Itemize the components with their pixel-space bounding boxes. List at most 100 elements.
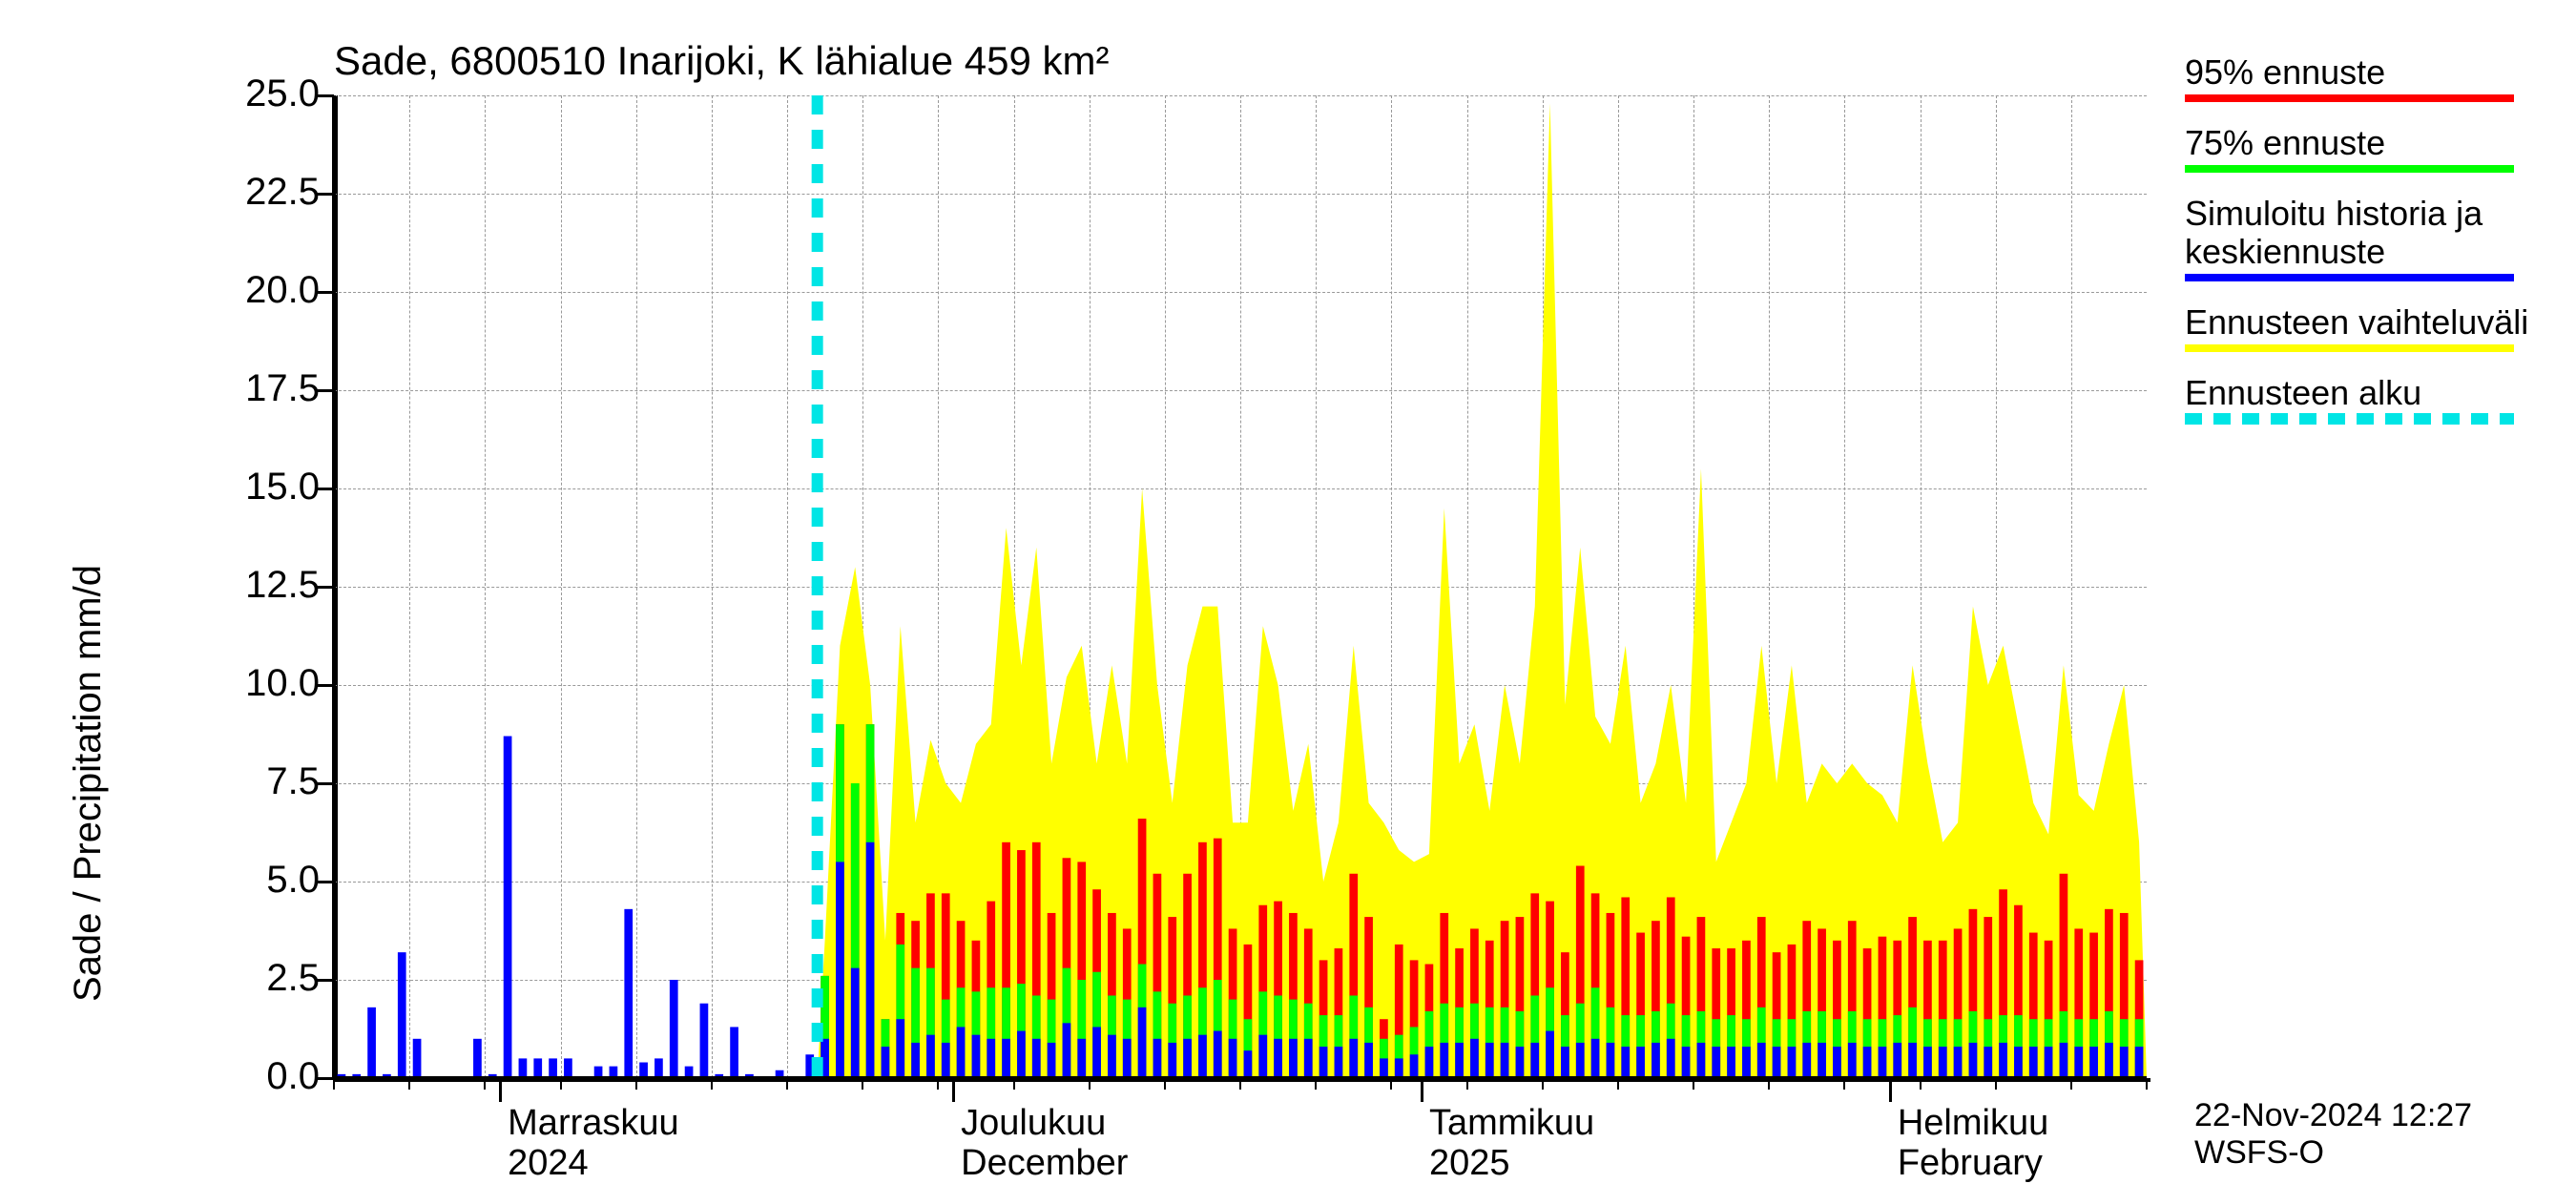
forecast-mean-bar: [1077, 1039, 1086, 1078]
forecast-mean-bar: [1063, 1023, 1071, 1078]
forecast-mean-bar: [1244, 1050, 1253, 1078]
history-bar: [519, 1058, 528, 1078]
forecast-mean-bar: [1485, 1043, 1494, 1078]
forecast-mean-bar: [2045, 1047, 2053, 1078]
forecast-mean-bar: [1410, 1054, 1419, 1078]
forecast-mean-bar: [1546, 1031, 1554, 1078]
forecast-mean-bar: [926, 1035, 935, 1078]
forecast-mean-bar: [1863, 1047, 1872, 1078]
forecast-mean-bar: [1501, 1043, 1509, 1078]
forecast-mean-bar: [1153, 1039, 1162, 1078]
forecast-mean-bar: [2014, 1047, 2023, 1078]
forecast-mean-bar: [1108, 1035, 1116, 1078]
forecast-mean-bar: [882, 1047, 890, 1078]
forecast-mean-bar: [2089, 1047, 2098, 1078]
forecast-mean-bar: [2135, 1047, 2144, 1078]
forecast-mean-bar: [1123, 1039, 1132, 1078]
forecast-mean-bar: [1335, 1047, 1343, 1078]
forecast-mean-bar: [1380, 1058, 1388, 1078]
forecast-mean-bar: [1788, 1047, 1797, 1078]
forecast-mean-bar: [2120, 1047, 2129, 1078]
forecast-mean-bar: [1214, 1031, 1222, 1078]
forecast-mean-bar: [911, 1043, 920, 1078]
forecast-mean-bar: [1636, 1047, 1645, 1078]
forecast-mean-bar: [1364, 1043, 1373, 1078]
forecast-mean-bar: [1742, 1047, 1751, 1078]
forecast-mean-bar: [1274, 1039, 1282, 1078]
forecast-range-area: [818, 103, 2147, 1078]
forecast-mean-bar: [1954, 1047, 1963, 1078]
forecast-mean-bar: [1017, 1031, 1026, 1078]
forecast-mean-bar: [1999, 1043, 2007, 1078]
history-bar: [670, 980, 678, 1078]
history-bar: [413, 1039, 422, 1078]
history-bar: [624, 909, 633, 1078]
forecast-mean-bar: [1561, 1047, 1569, 1078]
forecast-mean-bar: [1879, 1047, 1887, 1078]
history-bar: [564, 1058, 572, 1078]
forecast-mean-bar: [866, 842, 875, 1078]
forecast-mean-bar: [1893, 1043, 1901, 1078]
forecast-mean-bar: [2105, 1043, 2113, 1078]
forecast-mean-bar: [1833, 1047, 1841, 1078]
forecast-mean-bar: [987, 1039, 995, 1078]
forecast-mean-bar: [1697, 1043, 1706, 1078]
forecast-mean-bar: [1168, 1043, 1176, 1078]
forecast-mean-bar: [1183, 1039, 1192, 1078]
forecast-mean-bar: [2060, 1043, 2068, 1078]
forecast-mean-bar: [1319, 1047, 1328, 1078]
forecast-mean-bar: [1727, 1047, 1735, 1078]
history-bar: [398, 952, 406, 1078]
history-bar: [654, 1058, 663, 1078]
forecast-mean-bar: [1198, 1035, 1207, 1078]
forecast-mean-bar: [1969, 1043, 1978, 1078]
forecast-mean-bar: [1939, 1047, 1947, 1078]
forecast-mean-bar: [1848, 1043, 1857, 1078]
chart-container: Sade, 6800510 Inarijoki, K lähialue 459 …: [0, 0, 2576, 1145]
forecast-mean-bar: [1002, 1039, 1010, 1078]
forecast-mean-bar: [1757, 1043, 1766, 1078]
history-bar: [533, 1058, 542, 1078]
forecast-mean-bar: [1032, 1039, 1041, 1078]
forecast-mean-bar: [1682, 1047, 1691, 1078]
forecast-mean-bar: [2074, 1047, 2083, 1078]
forecast-mean-bar: [1667, 1039, 1675, 1078]
x-tick-label-bot: February: [1898, 1143, 2043, 1184]
forecast-mean-bar: [1923, 1047, 1932, 1078]
history-bar: [700, 1004, 709, 1078]
forecast-mean-bar: [1395, 1058, 1403, 1078]
forecast-mean-bar: [1440, 1043, 1448, 1078]
forecast-mean-bar: [1048, 1043, 1056, 1078]
forecast-mean-bar: [1138, 1007, 1147, 1078]
history-bar: [504, 737, 512, 1078]
forecast-mean-bar: [1092, 1027, 1101, 1078]
x-tick-label-bot: December: [961, 1143, 1128, 1184]
x-tick-label-bot: 2024: [508, 1143, 589, 1184]
forecast-mean-bar: [1591, 1039, 1600, 1078]
forecast-mean-bar: [1712, 1047, 1720, 1078]
forecast-mean-bar: [1908, 1043, 1917, 1078]
history-bar: [473, 1039, 482, 1078]
forecast-mean-bar: [1229, 1039, 1237, 1078]
x-tick-label-bot: 2025: [1429, 1143, 1510, 1184]
forecast-mean-bar: [1349, 1039, 1358, 1078]
forecast-mean-bar: [1304, 1039, 1313, 1078]
forecast-mean-bar: [1289, 1039, 1298, 1078]
forecast-mean-bar: [1621, 1047, 1630, 1078]
forecast-mean-bar: [1258, 1035, 1267, 1078]
forecast-mean-bar: [836, 862, 844, 1078]
forecast-mean-bar: [1984, 1047, 1992, 1078]
forecast-mean-bar: [1773, 1047, 1781, 1078]
forecast-mean-bar: [972, 1035, 981, 1078]
history-bar: [549, 1058, 557, 1078]
forecast-mean-bar: [942, 1043, 950, 1078]
forecast-mean-bar: [957, 1027, 966, 1078]
forecast-mean-bar: [1818, 1043, 1826, 1078]
forecast-mean-bar: [851, 968, 860, 1078]
forecast-mean-bar: [1455, 1043, 1464, 1078]
forecast-mean-bar: [2029, 1047, 2038, 1078]
plot-svg: [0, 0, 2576, 1145]
forecast-mean-bar: [896, 1019, 904, 1078]
forecast-mean-bar: [1802, 1043, 1811, 1078]
forecast-mean-bar: [1516, 1047, 1525, 1078]
